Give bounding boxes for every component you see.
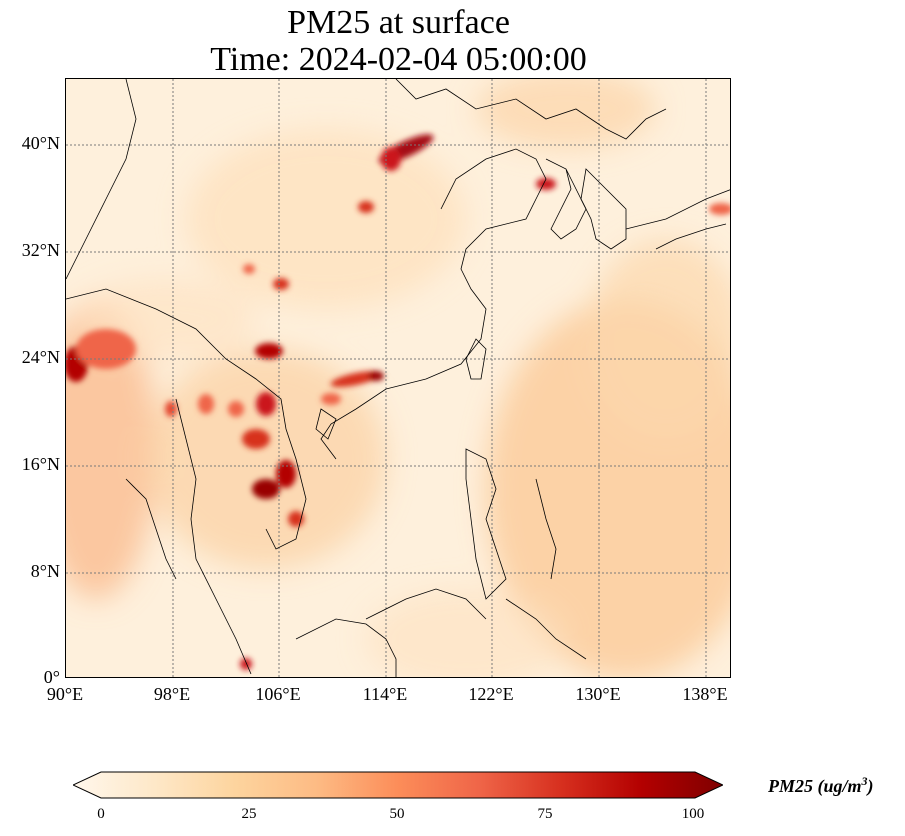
lon-label-130e: 130°E xyxy=(575,684,621,704)
colorbar-tick-100: 100 xyxy=(681,806,705,822)
colorbar-tick-0: 0 xyxy=(97,806,105,822)
lat-label-0: 0° xyxy=(43,667,60,687)
map-title: PM25 at surface xyxy=(287,4,510,41)
colorbar-tick-50: 50 xyxy=(389,806,405,822)
pm25-field xyxy=(66,79,730,677)
colorbar-tick-25: 25 xyxy=(241,806,257,822)
lat-label-8n: 8°N xyxy=(30,561,60,581)
lon-label-114e: 114°E xyxy=(362,684,408,704)
coastlines xyxy=(66,79,730,677)
pm25-background-shading xyxy=(66,79,730,677)
lat-label-40n: 40°N xyxy=(21,133,60,153)
lon-label-106e: 106°E xyxy=(255,684,301,704)
map-panel xyxy=(65,78,731,678)
lon-label-122e: 122°E xyxy=(468,684,514,704)
colorbar-tick-75: 75 xyxy=(537,806,553,822)
colorbar xyxy=(73,771,723,799)
lat-label-16n: 16°N xyxy=(21,454,60,474)
lat-label-32n: 32°N xyxy=(21,240,60,260)
lon-label-98e: 98°E xyxy=(153,684,191,704)
lon-label-90e: 90°E xyxy=(46,684,84,704)
colorbar-label: PM25 (ug/m3) xyxy=(768,774,874,796)
lat-label-24n: 24°N xyxy=(21,347,60,367)
lon-label-138e: 138°E xyxy=(682,684,728,704)
gridlines xyxy=(66,79,730,677)
map-timestamp: Time: 2024-02-04 05:00:00 xyxy=(210,41,587,78)
